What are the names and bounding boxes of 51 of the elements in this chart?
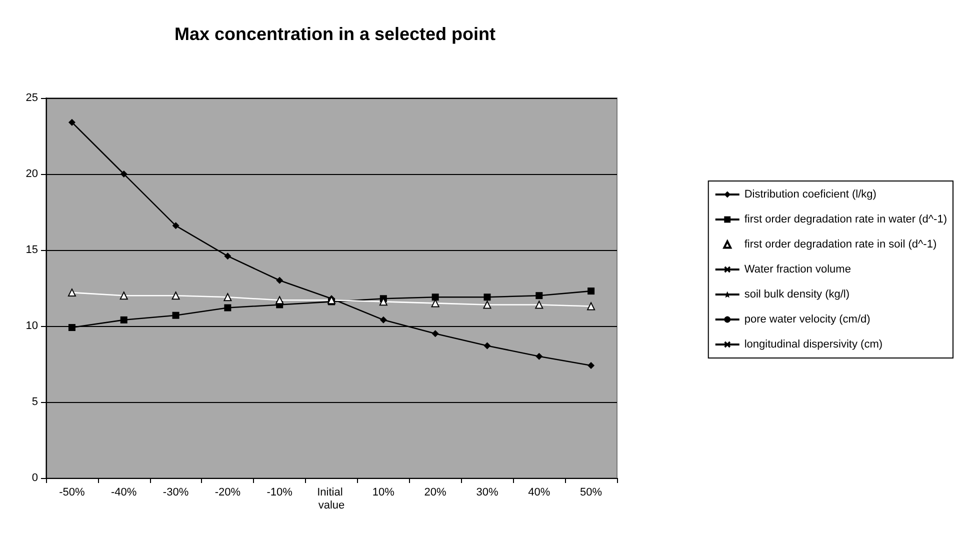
point [588,362,595,370]
point [484,294,491,301]
point [172,292,180,300]
point [120,170,128,178]
x-tick-label: 40% [528,486,550,498]
point [68,288,76,297]
point [432,294,439,301]
legend-label: first order degradation rate in soil (d^-1) [744,238,937,250]
x-tick-label: -30% [162,486,189,498]
y-tick-label: 15 [26,244,38,256]
point [224,304,232,312]
point [276,276,284,284]
legend-label: longitudinal dispersivity (cm) [744,338,883,350]
point [535,300,544,309]
x-tick-label: -20% [214,486,241,498]
point [587,302,596,310]
point [172,222,180,230]
point [432,330,439,338]
legend-label: Water fraction volume [744,264,851,276]
point [68,118,76,126]
point [224,293,232,302]
x-tick-label: 10% [372,486,395,498]
point [536,352,543,360]
legend-label: first order degradation rate in water (d^-1) [744,214,947,226]
x-tick-label: -50% [59,486,86,498]
point [380,316,387,324]
point [172,312,180,319]
y-tick-label: 0 [32,472,38,484]
point [483,300,492,309]
y-tick-label: 20 [26,168,38,180]
chart-title: Max concentration in a selected point [174,24,496,44]
legend-label: pore water velocity (cm/d) [744,314,870,326]
x-tick-label: 30% [476,486,498,498]
point [588,288,595,295]
legend-label: soil bulk density (kg/l) [744,288,850,300]
point [224,252,232,260]
y-tick-label: 5 [32,396,38,408]
x-tick-label: -10% [266,486,293,498]
legend-label: Distribution coeficient (l/kg) [744,188,876,200]
y-tick-label: 10 [26,320,38,332]
point [120,316,128,324]
x-tick-label: -40% [111,486,137,498]
y-tick-label: 25 [26,92,38,104]
point [484,342,491,350]
x-tick-label: 50% [580,486,602,498]
point [68,324,76,332]
point [120,292,128,300]
x-tick-label: 20% [424,486,447,498]
x-tick-label: Initial value [317,486,346,512]
point [536,292,543,300]
point [276,296,284,304]
